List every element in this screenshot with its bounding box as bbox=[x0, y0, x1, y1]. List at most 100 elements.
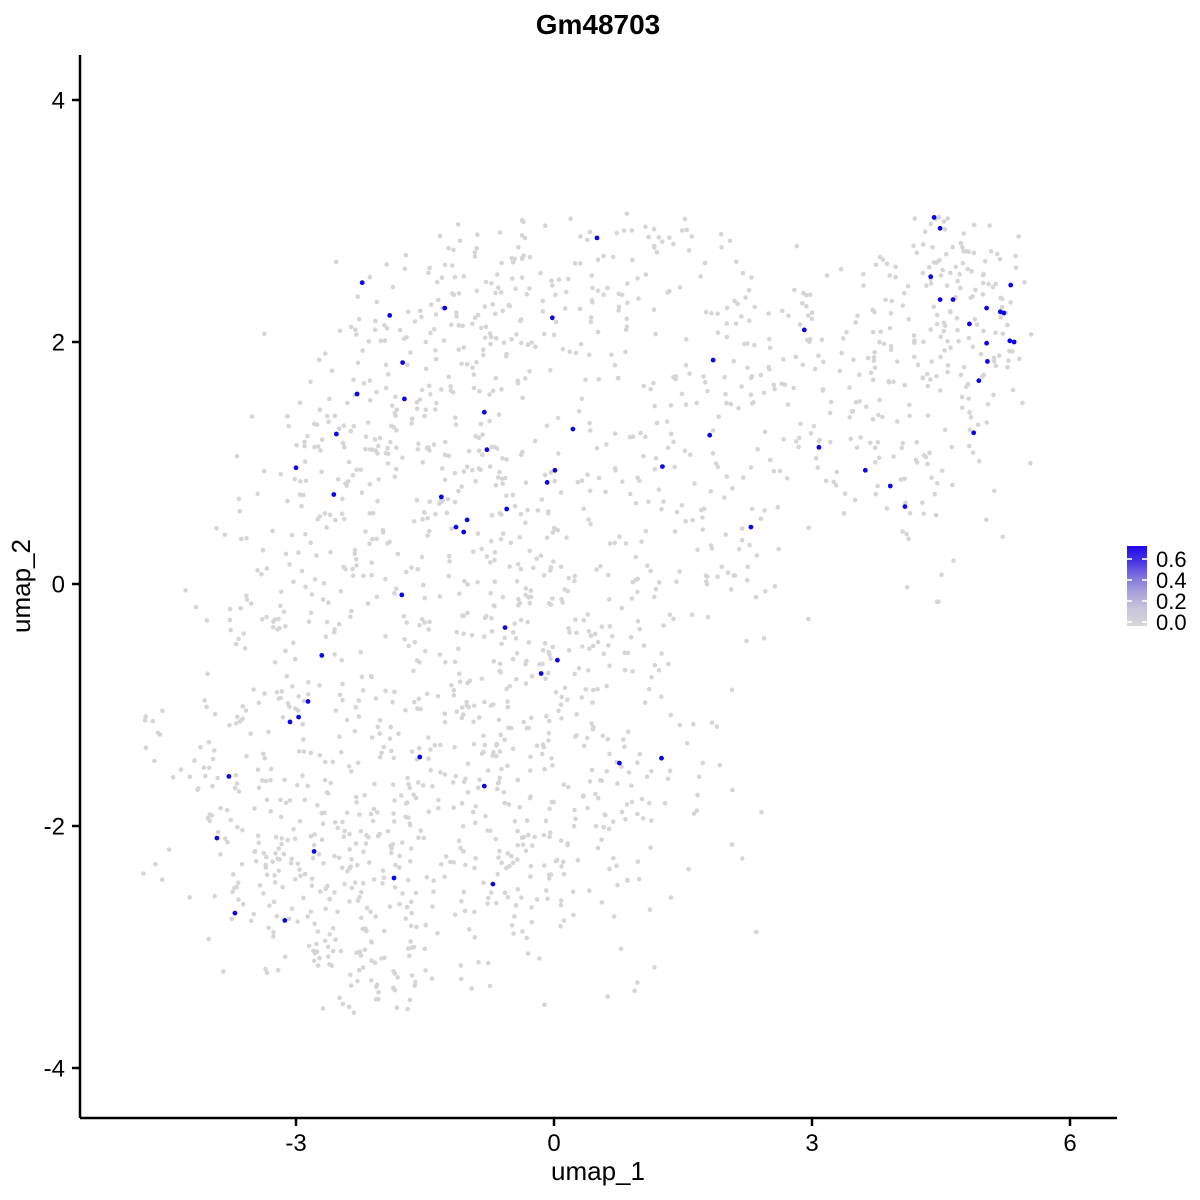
cell-point bbox=[990, 284, 996, 290]
expressing-cell-point bbox=[1001, 310, 1007, 316]
cell-point bbox=[643, 224, 648, 229]
cell-point bbox=[419, 387, 425, 393]
cell-point bbox=[870, 329, 876, 335]
cell-point bbox=[449, 322, 454, 328]
cell-point bbox=[736, 405, 741, 411]
cell-point bbox=[451, 688, 457, 693]
cell-point bbox=[369, 958, 374, 964]
cell-point bbox=[739, 384, 744, 389]
cell-point bbox=[389, 748, 394, 754]
cell-point bbox=[296, 694, 302, 699]
cell-point bbox=[981, 271, 986, 277]
cell-point bbox=[974, 322, 980, 327]
cell-point bbox=[649, 818, 654, 823]
cell-point bbox=[463, 776, 468, 782]
cell-point bbox=[498, 290, 504, 295]
cell-point bbox=[873, 491, 879, 497]
cell-point bbox=[278, 814, 284, 820]
cell-point bbox=[743, 295, 748, 300]
cell-point bbox=[341, 834, 347, 839]
cell-point bbox=[545, 670, 551, 676]
cell-point bbox=[652, 965, 657, 970]
cell-point bbox=[411, 792, 416, 797]
cell-point bbox=[1028, 460, 1033, 466]
cell-point bbox=[159, 877, 165, 882]
cell-point bbox=[426, 756, 431, 761]
cell-point bbox=[956, 339, 961, 344]
cell-point bbox=[834, 469, 840, 475]
cell-point bbox=[277, 625, 282, 631]
cell-point bbox=[938, 388, 943, 393]
cell-point bbox=[358, 828, 364, 834]
cell-point bbox=[421, 835, 427, 841]
cell-point bbox=[941, 328, 947, 334]
cell-point bbox=[942, 348, 947, 353]
cell-point bbox=[419, 554, 425, 560]
cell-point bbox=[543, 818, 549, 824]
cell-point bbox=[587, 646, 592, 652]
cell-point bbox=[376, 477, 382, 482]
cell-point bbox=[739, 314, 744, 319]
cell-point bbox=[718, 232, 724, 237]
cell-point bbox=[736, 547, 742, 552]
cell-point bbox=[527, 548, 533, 554]
cell-point bbox=[195, 786, 201, 791]
cell-point bbox=[348, 428, 354, 434]
cell-point bbox=[293, 877, 298, 882]
x-tick-label: 0 bbox=[547, 1130, 560, 1157]
cell-point bbox=[932, 491, 937, 497]
cell-point bbox=[466, 927, 472, 932]
cell-point bbox=[659, 651, 664, 656]
cell-point bbox=[907, 511, 913, 516]
cell-point bbox=[423, 968, 428, 973]
cell-point bbox=[324, 413, 330, 419]
cell-point bbox=[340, 819, 345, 825]
cell-point bbox=[684, 227, 689, 233]
cell-point bbox=[800, 301, 805, 306]
cell-point bbox=[666, 661, 671, 667]
cell-point bbox=[373, 914, 379, 919]
cell-point bbox=[153, 862, 158, 867]
cell-point bbox=[593, 791, 598, 797]
cell-point bbox=[363, 447, 368, 452]
cell-point bbox=[424, 875, 430, 880]
cell-point bbox=[767, 345, 773, 351]
cell-point bbox=[665, 445, 671, 451]
legend-tick-label: 0.0 bbox=[1156, 610, 1187, 635]
cell-point bbox=[561, 859, 566, 865]
cell-point bbox=[287, 562, 292, 567]
cell-point bbox=[583, 687, 589, 692]
cell-point bbox=[394, 586, 399, 591]
cell-point bbox=[207, 765, 212, 771]
cell-point bbox=[450, 390, 456, 395]
cell-point bbox=[550, 763, 555, 768]
cell-point bbox=[414, 658, 420, 663]
cell-point bbox=[435, 694, 441, 699]
cell-point bbox=[394, 428, 399, 433]
cell-point bbox=[793, 354, 799, 360]
cell-point bbox=[338, 588, 344, 594]
cell-point bbox=[227, 723, 232, 728]
cell-point bbox=[601, 253, 606, 259]
cell-point bbox=[630, 669, 635, 674]
cell-point bbox=[465, 582, 470, 587]
cell-point bbox=[504, 457, 509, 462]
cell-point bbox=[221, 969, 226, 974]
cell-point bbox=[451, 860, 457, 865]
cell-point bbox=[875, 483, 880, 489]
cell-point bbox=[160, 708, 165, 714]
cell-point bbox=[611, 855, 616, 861]
cell-point bbox=[550, 596, 555, 601]
cell-point bbox=[572, 573, 578, 579]
cell-point bbox=[257, 883, 263, 888]
cell-point bbox=[548, 830, 553, 835]
expressing-cell-point bbox=[502, 625, 508, 630]
cell-point bbox=[155, 730, 161, 736]
cell-point bbox=[585, 805, 590, 811]
cell-point bbox=[705, 614, 711, 620]
cell-point bbox=[600, 733, 606, 738]
cell-point bbox=[253, 858, 259, 864]
cell-point bbox=[470, 467, 475, 473]
cell-point bbox=[503, 353, 509, 359]
cell-point bbox=[350, 566, 355, 572]
